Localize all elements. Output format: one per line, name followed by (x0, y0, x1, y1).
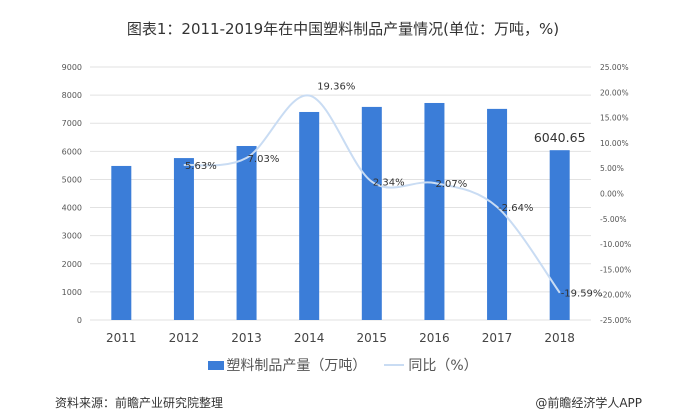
left-axis-tick: 0 (77, 316, 82, 325)
left-axis-tick: 8000 (62, 91, 82, 100)
legend-bar-label: 塑料制品产量（万吨） (226, 358, 367, 374)
growth-point-2014 (308, 95, 310, 97)
bar-2011 (111, 165, 132, 320)
growth-point-2015 (371, 181, 373, 183)
chart-title: 图表1：2011-2019年在中国塑料制品产量情况(单位：万吨，%) (126, 20, 560, 38)
growth-data-label: 7.03% (248, 154, 280, 165)
x-axis-tick: 2013 (231, 331, 262, 345)
bar-2016 (424, 102, 445, 320)
x-axis-tick: 2012 (169, 331, 200, 345)
left-axis-tick: 6000 (62, 147, 82, 156)
right-axis-tick: 5.00% (600, 164, 624, 173)
right-axis-tick: -10.00% (600, 240, 631, 249)
right-axis-tick: -25.00% (600, 316, 631, 325)
x-axis-tick: 2018 (544, 331, 575, 345)
right-axis-tick: 20.00% (600, 88, 629, 97)
legend-line-swatch (384, 364, 405, 366)
right-axis-tick: -5.00% (600, 215, 627, 224)
bar-2012 (173, 158, 194, 320)
right-axis-tick: 25.00% (600, 63, 629, 72)
legend-line-label: 同比（%） (408, 358, 478, 374)
growth-data-label: 19.36% (317, 82, 355, 93)
bar-2017 (487, 108, 508, 320)
left-axis-tick: 7000 (62, 119, 82, 128)
left-axis-tick: 9000 (62, 63, 82, 72)
x-axis-tick: 2014 (294, 331, 325, 345)
growth-data-label: -19.59% (561, 289, 603, 300)
right-axis-tick: 0.00% (600, 190, 624, 199)
legend: 塑料制品产量（万吨） 同比（%） (0, 355, 686, 375)
x-axis-tick: 2011 (106, 331, 137, 345)
left-axis-tick: 1000 (62, 288, 82, 297)
x-axis-tick: 2017 (482, 331, 513, 345)
right-axis-tick: -20.00% (600, 291, 631, 300)
growth-point-2013 (246, 157, 248, 159)
legend-bar-swatch (208, 360, 225, 370)
bar-2015 (361, 106, 382, 320)
right-axis-tick: 15.00% (600, 114, 629, 123)
growth-data-label: -2.64% (498, 203, 533, 214)
legend-item-line: 同比（%） (384, 355, 478, 375)
bar-data-label: 6040.65 (534, 130, 586, 145)
growth-data-label: 2.07% (435, 179, 467, 190)
left-axis-tick: 4000 (62, 204, 82, 213)
legend-item-bar: 塑料制品产量（万吨） (208, 355, 366, 375)
right-axis-tick: -15.00% (600, 265, 631, 274)
left-axis-tick: 3000 (62, 232, 82, 241)
bar-2014 (299, 111, 320, 320)
source-note: 资料来源：前瞻产业研究院整理 (55, 396, 224, 410)
bar-2013 (236, 145, 257, 320)
x-axis-tick: 2016 (419, 331, 450, 345)
growth-point-2017 (496, 206, 498, 208)
bar-2018 (549, 150, 570, 320)
x-axis-tick: 2015 (357, 331, 388, 345)
right-axis-tick: 10.00% (600, 139, 629, 148)
brand-note: @前瞻经济学人APP (535, 396, 642, 410)
left-axis-tick: 2000 (62, 260, 82, 269)
growth-point-2012 (183, 164, 185, 166)
growth-data-label: 2.34% (373, 178, 405, 189)
growth-point-2016 (433, 182, 435, 184)
growth-data-label: 5.63% (185, 161, 217, 172)
growth-point-2018 (559, 292, 561, 294)
left-axis-tick: 5000 (62, 175, 82, 184)
